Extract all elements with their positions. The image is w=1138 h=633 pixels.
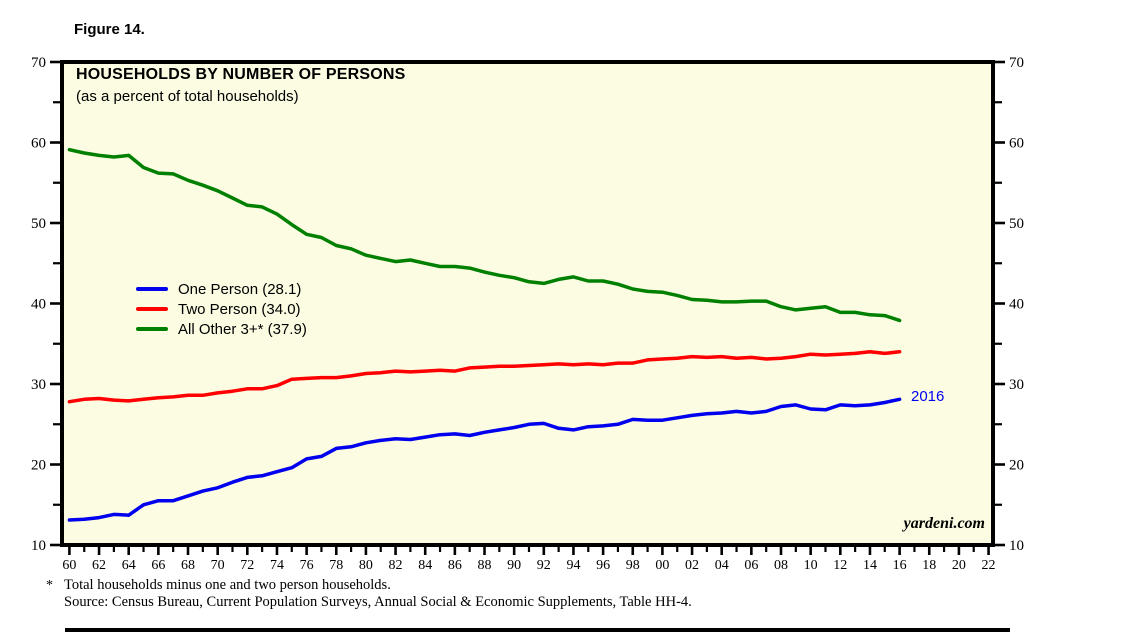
x-tick-label-1968: 68 bbox=[181, 558, 195, 573]
two-person-line-swatch bbox=[136, 307, 168, 311]
y-tick-label-left-60: 60 bbox=[31, 136, 46, 152]
x-tick-label-2000: 00 bbox=[655, 558, 669, 573]
y-tick-label-right-10: 10 bbox=[1009, 538, 1024, 554]
x-tick-label-2006: 06 bbox=[744, 558, 758, 573]
x-tick-label-2018: 18 bbox=[922, 558, 936, 573]
plot-background bbox=[62, 62, 993, 545]
yardeni-watermark: yardeni.com bbox=[903, 515, 985, 532]
legend-label-all-other: All Other 3+* (37.9) bbox=[178, 320, 307, 338]
y-tick-label-right-70: 70 bbox=[1009, 55, 1024, 71]
last-point-year-label: 2016 bbox=[911, 388, 945, 405]
chart-subtitle: (as a percent of total households) bbox=[76, 88, 299, 105]
legend-label-two-person: Two Person (34.0) bbox=[178, 300, 301, 318]
x-tick-label-1996: 96 bbox=[596, 558, 610, 573]
x-tick-label-1982: 82 bbox=[389, 558, 403, 573]
y-tick-label-right-20: 20 bbox=[1009, 458, 1024, 474]
x-tick-label-1990: 90 bbox=[507, 558, 521, 573]
plot-frame bbox=[60, 60, 995, 547]
x-tick-label-1994: 94 bbox=[566, 558, 580, 573]
footnote-asterisk: * bbox=[46, 578, 53, 593]
y-tick-label-right-50: 50 bbox=[1009, 216, 1024, 232]
x-tick-label-1964: 64 bbox=[122, 558, 136, 573]
legend-item-one-person: One Person (28.1) bbox=[136, 279, 307, 299]
y-tick-label-left-30: 30 bbox=[31, 377, 46, 393]
x-tick-label-1978: 78 bbox=[329, 558, 343, 573]
chart-title: HOUSEHOLDS BY NUMBER OF PERSONS bbox=[76, 66, 406, 83]
y-tick-label-left-10: 10 bbox=[31, 538, 46, 554]
x-tick-label-2016: 16 bbox=[893, 558, 907, 573]
x-tick-label-2004: 04 bbox=[715, 558, 729, 573]
y-tick-label-left-70: 70 bbox=[31, 55, 46, 71]
x-tick-label-1980: 80 bbox=[359, 558, 373, 573]
x-tick-label-1998: 98 bbox=[626, 558, 640, 573]
y-tick-label-right-60: 60 bbox=[1009, 136, 1024, 152]
x-tick-label-1966: 66 bbox=[151, 558, 165, 573]
legend-item-all-other: All Other 3+* (37.9) bbox=[136, 319, 307, 339]
chart-legend: One Person (28.1) Two Person (34.0) All … bbox=[136, 279, 307, 339]
y-tick-label-left-40: 40 bbox=[31, 297, 46, 313]
page-bottom-rule bbox=[65, 628, 1010, 632]
all-other-line-swatch bbox=[136, 327, 168, 331]
legend-item-two-person: Two Person (34.0) bbox=[136, 299, 307, 319]
x-tick-label-2012: 12 bbox=[833, 558, 847, 573]
series-line-all-other-3-37-9 bbox=[67, 147, 902, 323]
x-tick-label-1986: 86 bbox=[448, 558, 462, 573]
series-line-two-person-34-0 bbox=[67, 350, 902, 404]
x-tick-label-1988: 88 bbox=[478, 558, 492, 573]
series-line-one-person-28-1 bbox=[67, 397, 902, 522]
x-tick-label-2010: 10 bbox=[804, 558, 818, 573]
legend-label-one-person: One Person (28.1) bbox=[178, 280, 302, 298]
x-tick-label-1960: 60 bbox=[62, 558, 76, 573]
figure-label: Figure 14. bbox=[74, 21, 145, 38]
footnote-definition: Total households minus one and two perso… bbox=[64, 577, 391, 593]
one-person-line-swatch bbox=[136, 287, 168, 291]
x-tick-label-2022: 22 bbox=[982, 558, 996, 573]
footnote-source: Source: Census Bureau, Current Populatio… bbox=[64, 594, 692, 610]
x-tick-label-1992: 92 bbox=[537, 558, 551, 573]
x-tick-label-1984: 84 bbox=[418, 558, 432, 573]
x-tick-label-2008: 08 bbox=[774, 558, 788, 573]
x-tick-label-1970: 70 bbox=[211, 558, 225, 573]
y-tick-label-right-40: 40 bbox=[1009, 297, 1024, 313]
x-tick-label-1974: 74 bbox=[270, 558, 284, 573]
x-tick-label-1976: 76 bbox=[300, 558, 314, 573]
x-tick-label-2020: 20 bbox=[952, 558, 966, 573]
y-tick-label-left-20: 20 bbox=[31, 458, 46, 474]
x-tick-label-1962: 62 bbox=[92, 558, 106, 573]
y-tick-label-right-30: 30 bbox=[1009, 377, 1024, 393]
y-tick-label-left-50: 50 bbox=[31, 216, 46, 232]
x-tick-label-2014: 14 bbox=[863, 558, 877, 573]
x-tick-label-2002: 02 bbox=[685, 558, 699, 573]
x-tick-label-1972: 72 bbox=[240, 558, 254, 573]
